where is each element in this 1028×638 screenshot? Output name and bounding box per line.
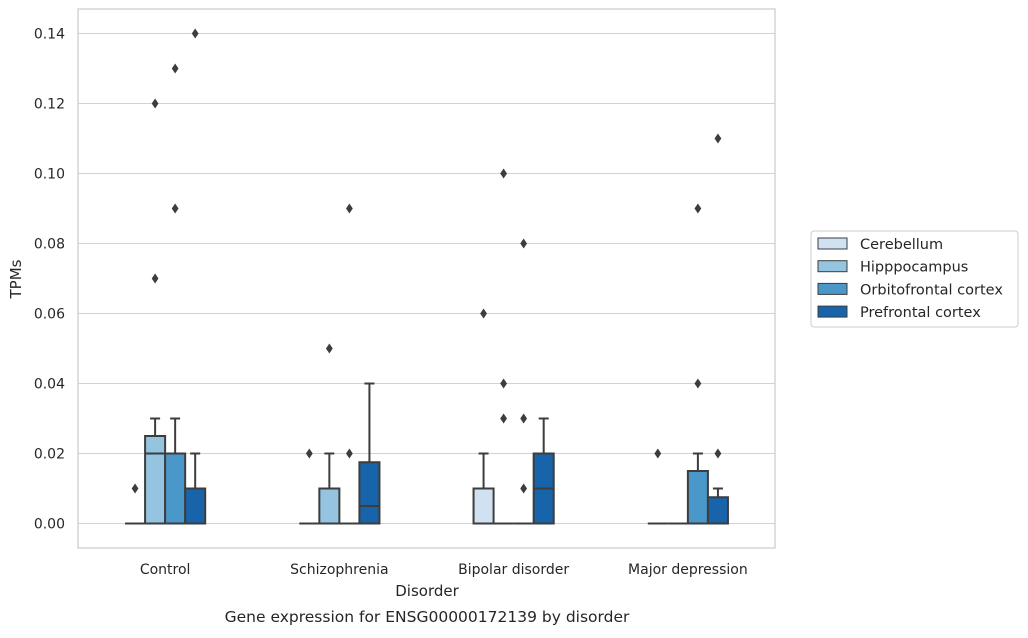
box-group: [299, 448, 320, 525]
outlier-point: [654, 448, 662, 459]
box-group: [339, 203, 360, 525]
box: [358, 461, 381, 525]
legend-swatch: [817, 282, 848, 295]
box-group: [358, 382, 381, 525]
outlier-point: [480, 308, 487, 319]
legend-swatch: [817, 237, 848, 250]
outlier-point: [500, 378, 508, 389]
x-tick-label: Schizophrenia: [290, 562, 388, 578]
box-group: [686, 203, 709, 525]
box-group: [493, 168, 514, 525]
outlier-point: [325, 343, 333, 354]
y-tick-label: 0.10: [34, 167, 65, 183]
legend-label: Prefrontal cortex: [860, 305, 981, 321]
box-group: [318, 343, 341, 525]
outlier-point: [171, 63, 179, 74]
outlier-point: [345, 448, 353, 459]
y-tick-label: 0.08: [34, 237, 65, 253]
y-tick-label: 0.14: [34, 27, 65, 43]
legend-swatch: [817, 305, 848, 318]
y-tick-label: 0.04: [34, 377, 65, 393]
outlier-point: [171, 203, 179, 214]
y-axis-label: TPMs: [7, 259, 25, 299]
box-group: [513, 238, 534, 525]
y-tick-label: 0.00: [34, 517, 65, 533]
x-tick-label: Bipolar disorder: [458, 562, 569, 578]
box-series: [125, 28, 729, 525]
legend-swatch: [817, 260, 848, 273]
box-group: [164, 63, 187, 525]
outlier-point: [714, 448, 722, 459]
legend-label: Orbitofrontal cortex: [860, 282, 1003, 298]
legend-frame: [810, 230, 1019, 328]
box: [318, 487, 341, 525]
box-group: [706, 133, 729, 525]
chart-caption: Gene expression for ENSG00000172139 by d…: [225, 608, 630, 626]
box: [164, 452, 187, 525]
box-group: [532, 417, 555, 525]
outlier-point: [694, 378, 702, 389]
outlier-point: [694, 203, 702, 214]
outlier-point: [500, 413, 508, 424]
legend-label: Cerebellum: [860, 237, 943, 253]
box-group: [184, 28, 207, 525]
outlier-point: [520, 238, 528, 249]
outlier-point: [151, 273, 159, 284]
x-axis-label: Disorder: [395, 582, 459, 600]
y-tick-label: 0.12: [34, 97, 65, 113]
outlier-point: [500, 168, 508, 179]
box-group: [647, 448, 668, 525]
box-group: [144, 98, 167, 525]
box: [184, 487, 207, 525]
x-axis-ticks: Control Schizophrenia Bipolar disorder Majo…: [140, 562, 748, 578]
box: [472, 487, 495, 525]
y-axis-ticks: 0.00 0.02 0.04 0.06 0.08 0.10 0.12 0.14: [34, 27, 65, 533]
box-group: [125, 483, 146, 525]
plot-frame: [77, 8, 776, 549]
x-tick-label: Control: [140, 562, 191, 578]
outlier-point: [714, 133, 722, 144]
grid-lines: [78, 32, 775, 525]
box-group: [472, 308, 495, 525]
outlier-point: [345, 203, 353, 214]
outlier-point: [191, 28, 199, 39]
outlier-point: [520, 413, 528, 424]
x-tick-label: Major depression: [628, 562, 748, 578]
legend-label: Hipppocampus: [860, 260, 968, 276]
box: [686, 470, 709, 525]
y-tick-label: 0.06: [34, 307, 65, 323]
y-tick-label: 0.02: [34, 447, 65, 463]
outlier-point: [131, 483, 139, 494]
outlier-point: [305, 448, 313, 459]
box: [706, 496, 729, 525]
outlier-point: [520, 483, 528, 494]
outlier-point: [151, 98, 159, 109]
legend: Cerebellum Hipppocampus Orbitofrontal cort…: [810, 230, 1019, 328]
box: [144, 435, 167, 525]
